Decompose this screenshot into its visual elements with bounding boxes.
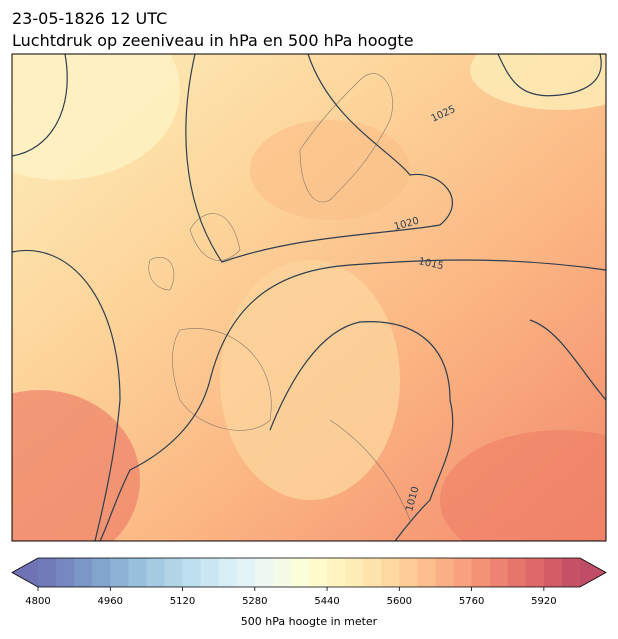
- colorbar-segment: [309, 558, 328, 587]
- colorbar-segment: [164, 558, 184, 587]
- colorbar-tick-label: 5120: [170, 596, 195, 607]
- colorbar-segment: [56, 558, 75, 587]
- colorbar-tick-label: 5440: [314, 596, 339, 607]
- colorbar-segment: [254, 558, 274, 587]
- title: Luchtdruk op zeeniveau in hPa en 500 hPa…: [12, 31, 414, 50]
- colorbar-segment: [200, 558, 220, 587]
- colorbar-outline: [11, 557, 607, 588]
- colorbar-segment: [543, 558, 563, 587]
- colorbar-segment: [381, 558, 400, 587]
- colorbar-segment: [453, 558, 473, 587]
- colorbar-tick-label: 5600: [387, 596, 412, 607]
- colorbar-extension: [12, 558, 38, 587]
- colorbar-segment: [38, 558, 57, 587]
- colorbar-segment: [290, 558, 310, 587]
- date: 23-05-1826 12 UTC: [12, 9, 167, 28]
- colorbar: 4800 4960 5120 5280 5440 5600 5760 5920 500 hPa …: [11, 557, 607, 628]
- colorbar-tick-label: 5280: [242, 596, 267, 607]
- colorbar-segment: [128, 558, 147, 587]
- colorbar-segment: [218, 558, 238, 587]
- colorbar-segment: [146, 558, 165, 587]
- colorbar-segment: [435, 558, 455, 587]
- colorbar-segment: [272, 558, 292, 587]
- colorbar-segment: [417, 558, 436, 587]
- colorbar-tick-label: 4960: [98, 596, 123, 607]
- colorbar-segment: [345, 558, 364, 587]
- colorbar-tick-label: 4800: [25, 596, 50, 607]
- map-frame: [11, 53, 607, 542]
- contour-label: 1015: [417, 256, 444, 272]
- colorbar-segment: [525, 558, 545, 587]
- colorbar-segment: [363, 558, 382, 587]
- map: [12, 54, 606, 541]
- colorbar-tick-label: 5760: [459, 596, 484, 607]
- colorbar-segment: [182, 558, 202, 587]
- colorbar-segment: [327, 558, 346, 587]
- colorbar-label: 500 hPa hoogte in meter: [241, 615, 378, 628]
- colorbar-extension: [580, 558, 606, 587]
- colorbar-segment: [236, 558, 256, 587]
- colorbar-segment: [110, 558, 129, 587]
- colorbar-segment: [489, 558, 509, 587]
- colorbar-tick-label: 5920: [531, 596, 556, 607]
- colorbar-segment: [399, 558, 418, 587]
- colorbar-segment: [74, 558, 93, 587]
- colorbar-segment: [561, 558, 581, 587]
- colorbar-segment: [507, 558, 527, 587]
- colorbar-segment: [92, 558, 111, 587]
- colorbar-segment: [471, 558, 491, 587]
